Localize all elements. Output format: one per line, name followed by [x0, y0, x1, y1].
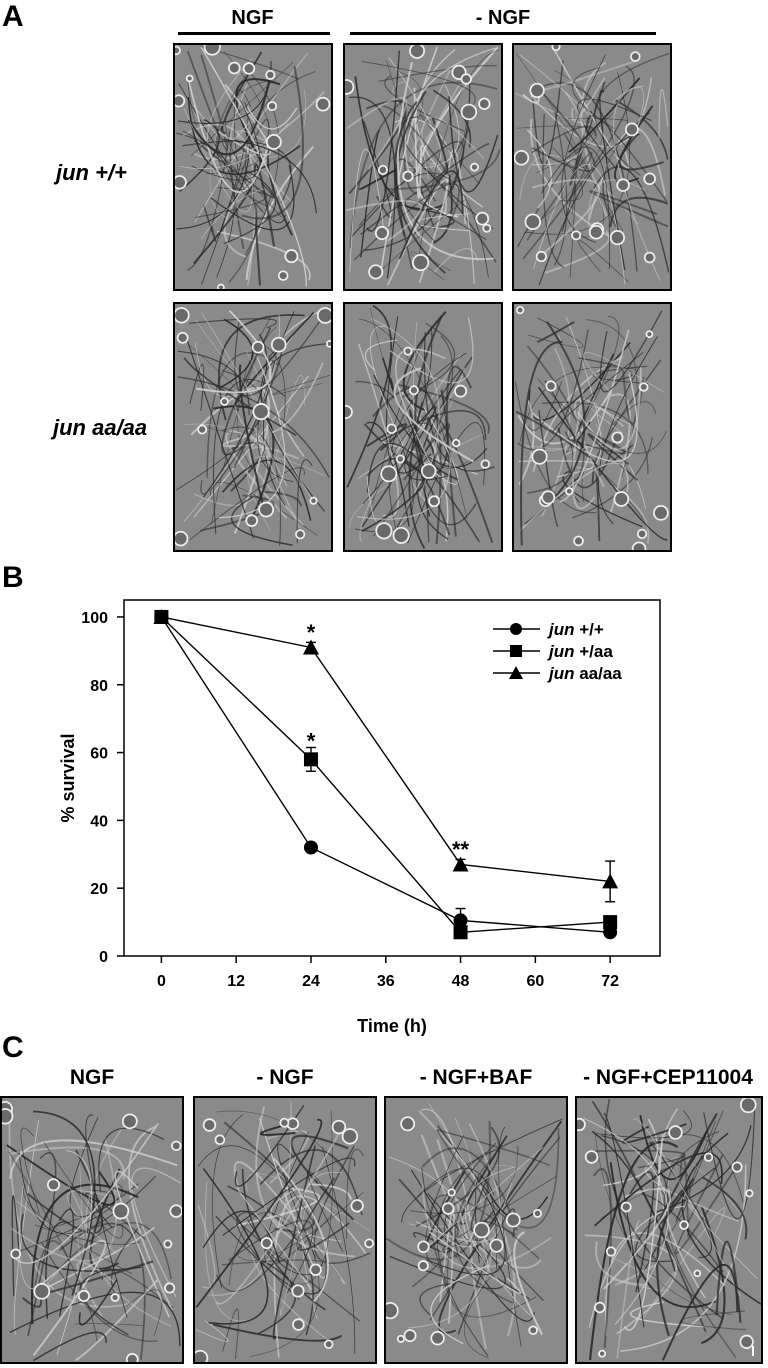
y-tick-label: 60 [90, 746, 108, 763]
header-minus-ngf-line [350, 32, 656, 35]
micrograph-c-minus-ngf-baf [384, 1096, 568, 1364]
micrograph-texture [577, 1098, 761, 1362]
legend-label: jun +/+ [547, 620, 604, 639]
micrograph-jun-wt-no-ngf-2 [512, 43, 672, 291]
data-point-circle [453, 913, 468, 928]
significance-marker: * [307, 620, 316, 645]
header-ngf: NGF [231, 7, 274, 29]
y-tick-label: 80 [90, 678, 108, 695]
significance-marker: * [307, 728, 316, 753]
y-tick-label: 0 [99, 949, 108, 966]
x-tick-label: 36 [377, 973, 395, 990]
micrograph-jun-wt-no-ngf-1 [343, 43, 503, 291]
series-line-0 [160, 616, 611, 933]
micrograph-c-minus-ngf-cep [575, 1096, 763, 1364]
legend-marker-circle [510, 623, 522, 635]
panel-label-b: B [2, 561, 24, 594]
row-label-jun-aa: jun aa/aa [53, 415, 148, 440]
data-point-triangle [153, 608, 170, 624]
x-tick-label: 0 [157, 973, 166, 990]
micrograph-jun-aa-no-ngf-1 [343, 302, 503, 552]
data-point-triangle [602, 873, 619, 889]
header-c-ngf: NGF [69, 1066, 115, 1089]
data-point-circle [303, 840, 318, 855]
y-axis-label: % survival [58, 733, 78, 822]
legend-label: jun aa/aa [547, 664, 622, 683]
micrograph-jun-aa-ngf [173, 302, 333, 552]
series-line-1 [160, 616, 611, 933]
x-tick-label: 24 [302, 973, 320, 990]
x-tick-label: 12 [227, 973, 245, 990]
panel-label-c: C [2, 1031, 24, 1064]
plot-frame [123, 599, 661, 957]
x-axis-label: Time (h) [357, 1016, 427, 1036]
header-ngf-line [178, 32, 330, 35]
y-tick-label: 20 [90, 881, 108, 898]
header-c-minus-ngf: - NGF [256, 1066, 314, 1089]
micrograph-texture [345, 45, 501, 288]
y-tick-label: 100 [81, 610, 108, 627]
scale-bar [752, 1346, 754, 1356]
significance-marker: ** [452, 837, 470, 862]
micrograph-texture [175, 305, 331, 549]
row-label-jun-wt: jun +/+ [56, 160, 127, 185]
x-tick-label: 48 [452, 973, 470, 990]
data-point-triangle [302, 639, 319, 655]
micrograph-texture [175, 45, 331, 289]
header-c-minus-ngf-cep: - NGF+CEP11004 [583, 1066, 753, 1089]
micrograph-texture [514, 305, 670, 550]
data-point-square [603, 915, 618, 930]
micrograph-jun-aa-no-ngf-2 [512, 302, 672, 552]
x-tick-label: 60 [526, 973, 544, 990]
panel-label-a: A [2, 0, 24, 33]
legend-marker-triangle [509, 666, 523, 679]
series-line-2 [161, 616, 611, 883]
y-tick-label: 40 [90, 813, 108, 830]
micrograph-texture [386, 1098, 566, 1362]
micrograph-texture [514, 45, 670, 288]
micrograph-texture [195, 1098, 375, 1362]
micrograph-c-minus-ngf [193, 1096, 377, 1364]
header-c-minus-ngf-baf: - NGF+BAF [419, 1066, 533, 1089]
micrograph-c-ngf [0, 1096, 184, 1364]
legend-marker-square [510, 645, 522, 657]
legend-label: jun +/aa [547, 642, 613, 661]
micrograph-jun-wt-ngf [173, 43, 333, 291]
data-point-triangle [452, 856, 469, 872]
data-point-square [453, 925, 468, 940]
header-minus-ngf: - NGF [475, 7, 531, 29]
data-point-square [303, 752, 318, 767]
micrograph-texture [345, 304, 501, 549]
micrograph-texture [2, 1098, 182, 1362]
x-tick-label: 72 [601, 973, 619, 990]
